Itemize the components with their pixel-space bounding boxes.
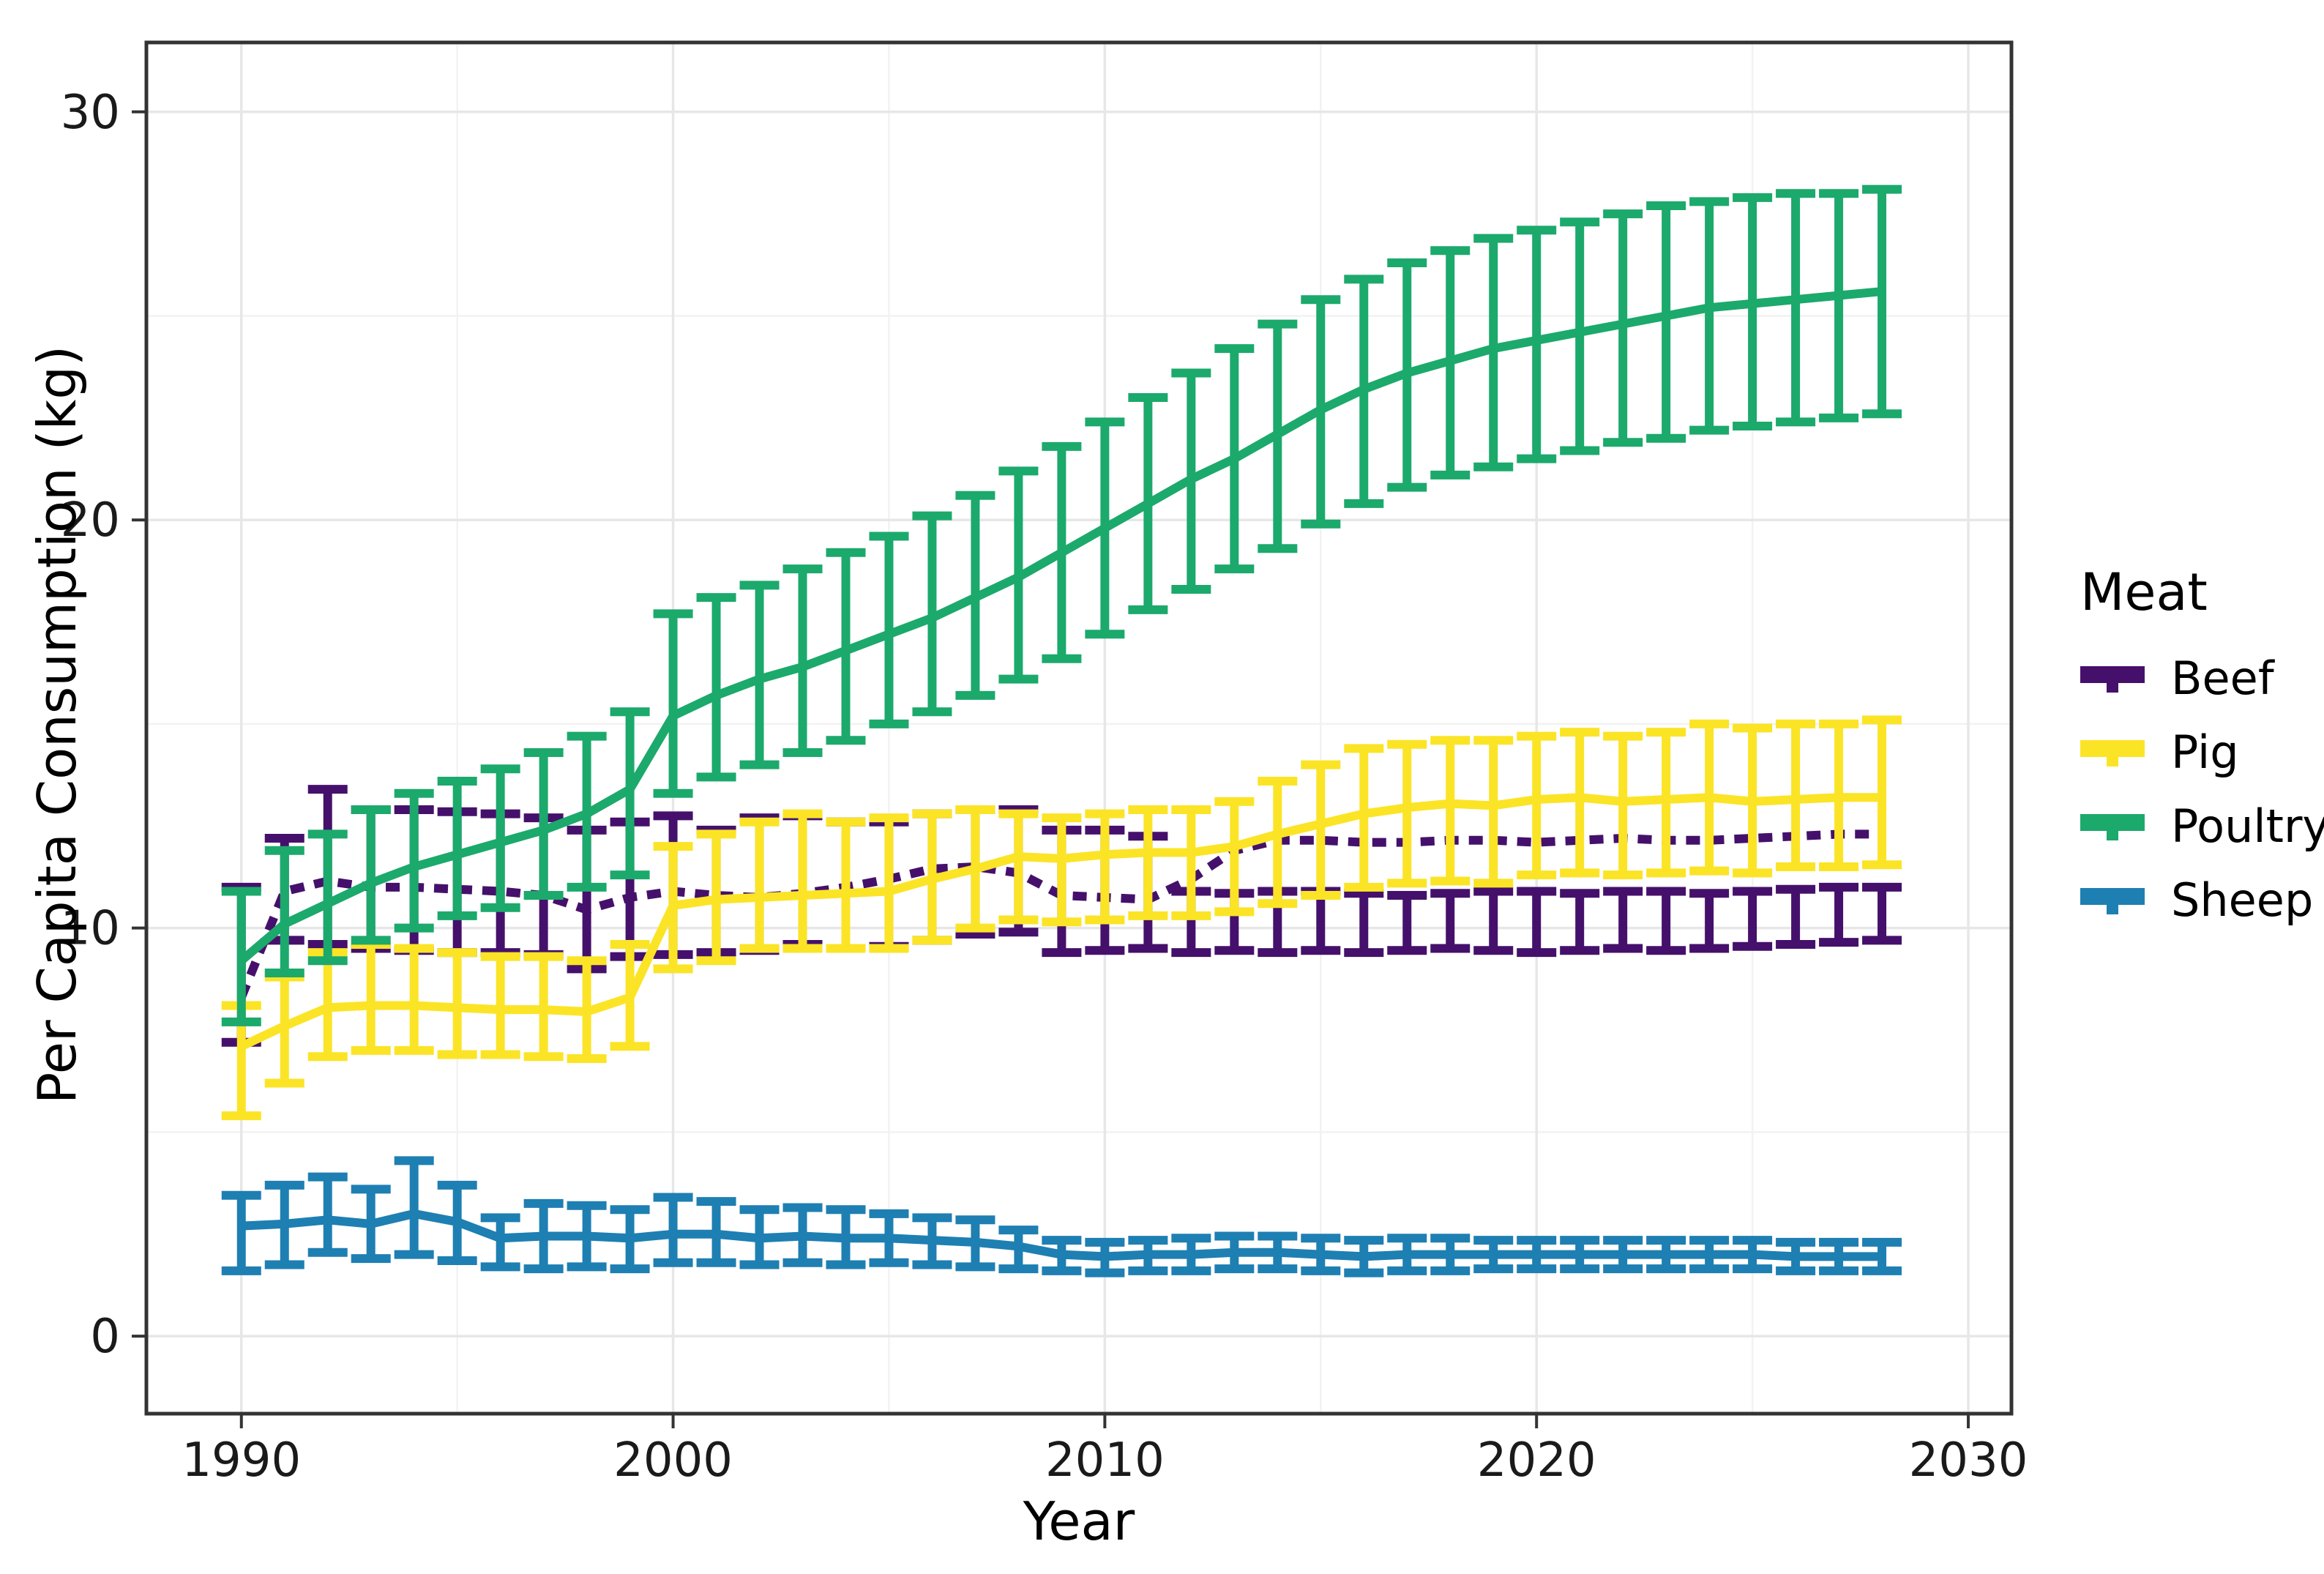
series-poultry — [221, 184, 1902, 1026]
series-sheep — [221, 1156, 1902, 1278]
plot-panel — [146, 42, 2011, 1414]
legend-label: Pig — [2171, 726, 2239, 779]
legend-item-poultry: Poultry — [2080, 789, 2324, 863]
series-pig — [221, 715, 1902, 1121]
x-tick-label: 1990 — [182, 1433, 301, 1488]
y-tick-label: 20 — [61, 493, 120, 548]
legend-item-beef: Beef — [2080, 641, 2322, 715]
sheep-key-icon — [2080, 886, 2151, 915]
legend-label: Poultry — [2171, 799, 2324, 853]
y-tick-label: 0 — [90, 1310, 120, 1364]
x-tick-label: 2020 — [1477, 1433, 1596, 1488]
y-tick-label: 10 — [61, 902, 120, 956]
y-tick-label: 30 — [61, 86, 120, 140]
y-axis-title: Per Capita Consumption (kg) — [26, 345, 88, 1105]
x-axis-title: Year — [1023, 1491, 1135, 1552]
pig-line — [239, 793, 1883, 1051]
legend-label: Sheep — [2171, 873, 2314, 927]
legend-label: Beef — [2171, 652, 2274, 705]
x-tick-label: 2010 — [1045, 1433, 1165, 1488]
x-tick-label: 2000 — [613, 1433, 733, 1488]
pig-key-icon — [2080, 738, 2151, 767]
poultry-key-icon — [2080, 812, 2151, 841]
sheep-line — [241, 1209, 1883, 1261]
legend-item-pig: Pig — [2080, 715, 2322, 789]
legend-items: Beef Pig Poultry Sheep — [2080, 641, 2324, 937]
legend-title: Meat — [2080, 562, 2208, 622]
axis-ticks — [132, 110, 1970, 1428]
poultry-line — [238, 287, 1883, 964]
x-tick-label: 2030 — [1909, 1433, 2028, 1488]
panel-border — [144, 40, 2014, 1416]
beef-key-icon — [2080, 664, 2151, 693]
legend-item-sheep: Sheep — [2080, 863, 2322, 937]
legend: Meat Beef Pig Poultry Sheep — [2080, 562, 2324, 937]
